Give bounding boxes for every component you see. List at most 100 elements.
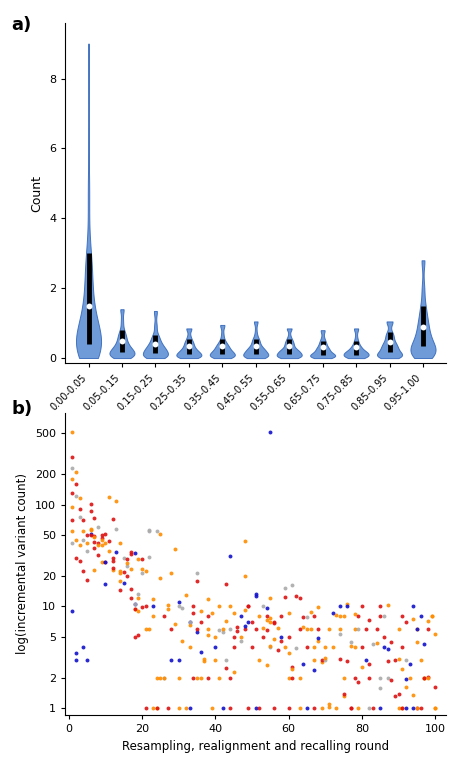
Point [83,545,91,557]
Point [69,514,76,526]
Point [402,616,410,628]
Point [274,643,281,656]
Point [241,619,248,631]
Point [336,623,344,635]
Point [322,641,329,653]
Point [120,578,127,590]
Point [69,525,76,537]
Point [186,702,193,715]
Point [80,534,87,546]
Point [102,537,109,550]
Point [377,702,384,715]
Point [124,553,131,565]
Point [109,555,116,567]
Point [340,671,347,684]
Point [87,524,94,536]
Point [234,625,241,637]
Point [237,610,245,622]
Point [142,600,149,612]
Point [395,623,402,635]
Point [421,671,428,684]
Point [230,631,238,643]
Text: a): a) [12,16,32,34]
Point [241,535,248,547]
Point [362,653,370,665]
Point [413,702,421,715]
Point [336,628,344,640]
Point [270,634,278,646]
Point [406,658,413,670]
Point [149,593,157,606]
Point [215,671,223,684]
Point [172,618,179,630]
Point [369,638,377,650]
Point [193,626,201,638]
Point [87,498,94,510]
Point [410,702,417,715]
Point [80,565,87,578]
Point [263,614,271,626]
Point [318,654,325,666]
Point [406,671,413,684]
Point [296,702,304,715]
Point [311,641,318,653]
Point [69,472,76,484]
Point [190,671,197,684]
Point [182,589,190,601]
Point [365,658,373,670]
Point [157,671,164,684]
Point [226,600,234,612]
Point [197,616,205,628]
Point [299,621,307,633]
Point [417,702,425,715]
Point [91,512,98,524]
Point [116,565,124,577]
Point [230,607,238,619]
Point [263,610,271,622]
Point [131,547,139,559]
Point [413,623,421,635]
Point [248,616,256,628]
Point [278,631,285,643]
Point [142,565,149,577]
Y-axis label: log(incremental variant count): log(incremental variant count) [16,473,29,655]
Point [296,671,304,684]
Point [135,591,142,603]
Point [402,681,410,693]
Point [245,600,252,612]
Point [289,663,296,675]
Point [267,425,274,438]
Point [164,702,172,715]
Point [413,623,421,635]
Point [205,610,212,622]
Point [395,702,402,715]
Point [270,702,278,715]
Point [223,662,230,674]
Point [139,567,146,579]
Point [314,631,322,643]
Point [219,340,226,352]
Point [425,615,432,627]
Point [131,631,139,643]
Point [73,478,80,490]
Point [281,641,289,653]
Point [182,702,190,715]
Point [386,336,393,348]
Point [417,610,425,622]
Point [369,702,377,715]
Point [94,549,102,561]
Point [380,631,388,643]
Point [215,600,223,612]
Point [410,613,417,625]
Point [219,702,226,715]
Point [127,546,135,558]
Point [402,653,410,665]
Point [186,619,193,631]
Point [241,570,248,582]
Point [127,592,135,604]
Point [193,575,201,587]
Point [344,597,351,609]
Point [179,635,186,647]
Point [91,530,98,542]
Point [267,640,274,652]
